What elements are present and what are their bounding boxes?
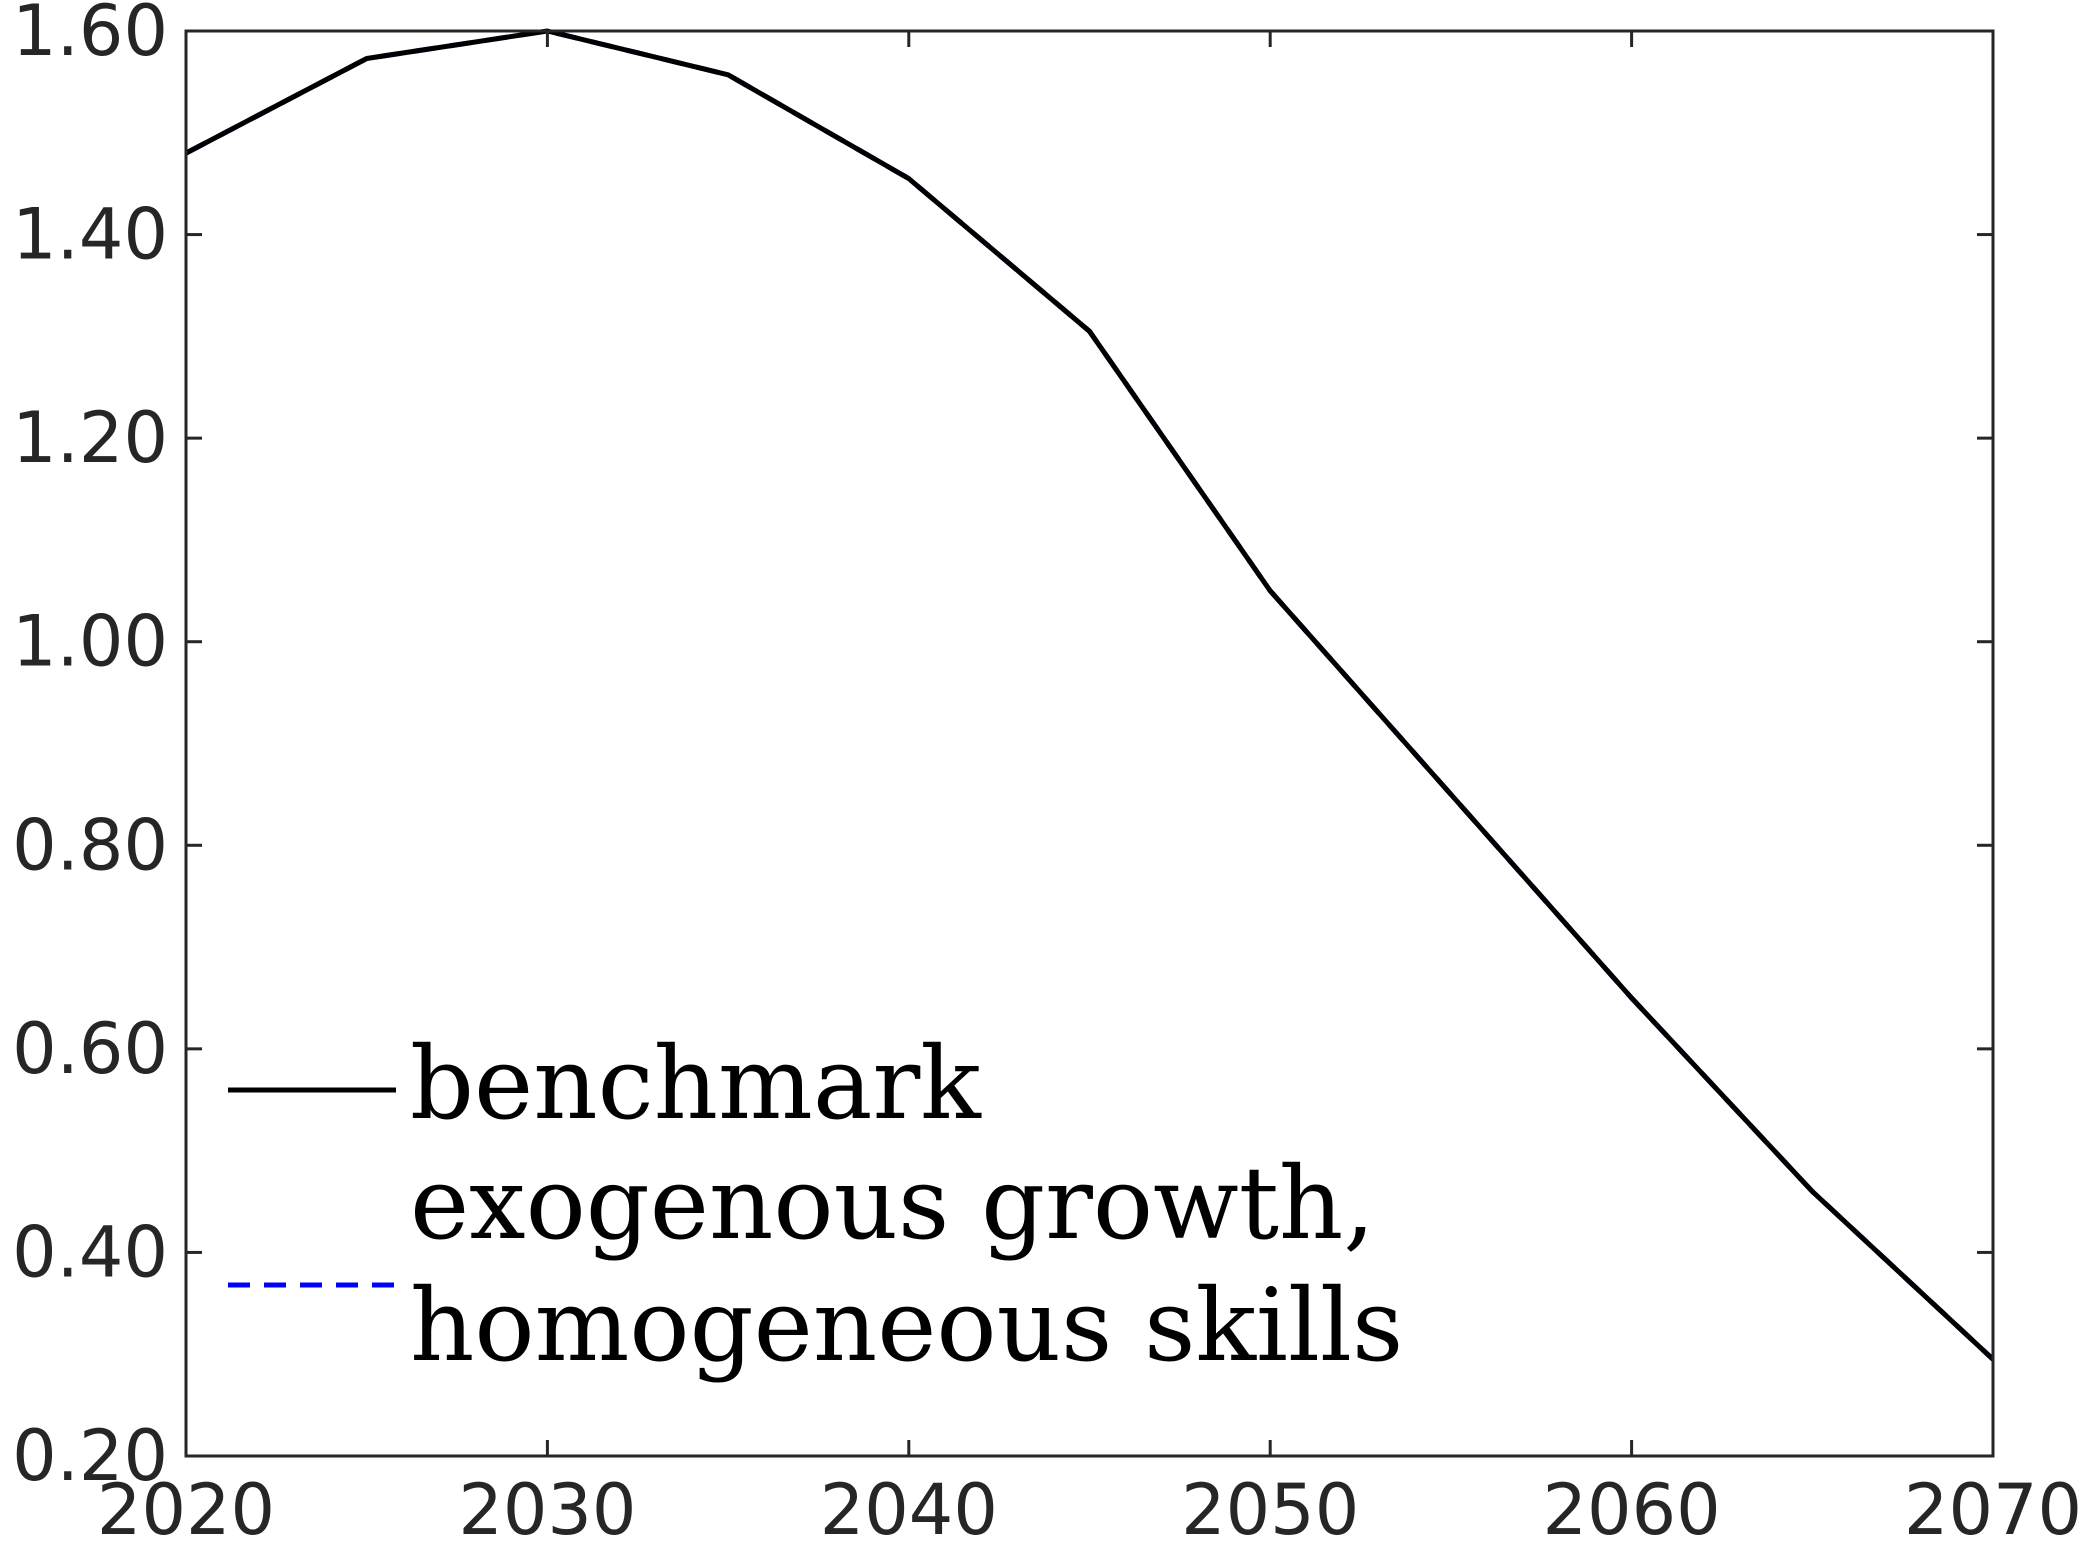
y-tick-label: 0.40 [12,1211,168,1293]
legend-label-benchmark: benchmark [410,1025,982,1142]
axes-layer: 2020 2030 2040 2050 2060 2070 0.20 0.40 0.60 0.80… [12,0,2082,1551]
y-tick-label: 0.20 [12,1415,168,1497]
legend-label-line: homogeneous skills [410,1267,1403,1384]
y-tick-label: 0.60 [12,1008,168,1090]
series-layer [184,28,1995,1362]
y-tick-label: 1.40 [12,194,168,276]
series-line-0 [184,28,1995,1362]
y-tick-label: 1.20 [12,397,168,479]
x-tick-label: 2020 [97,1469,275,1551]
plot-area-frame [184,29,1995,1458]
legend-label-exogenous-growth: exogenous growth, homogeneous skills [410,1145,1403,1384]
x-tick-label: 2030 [458,1469,636,1551]
x-tick-label: 2050 [1181,1469,1359,1551]
legend-label-line: exogenous growth, [410,1145,1375,1262]
y-tick-label: 0.80 [12,804,168,886]
x-tick-label: 2060 [1543,1469,1721,1551]
x-tick-label: 2070 [1904,1469,2082,1551]
y-tick-label: 1.60 [12,0,168,72]
y-tick-label: 1.00 [12,601,168,683]
x-tick-label: 2040 [820,1469,998,1551]
